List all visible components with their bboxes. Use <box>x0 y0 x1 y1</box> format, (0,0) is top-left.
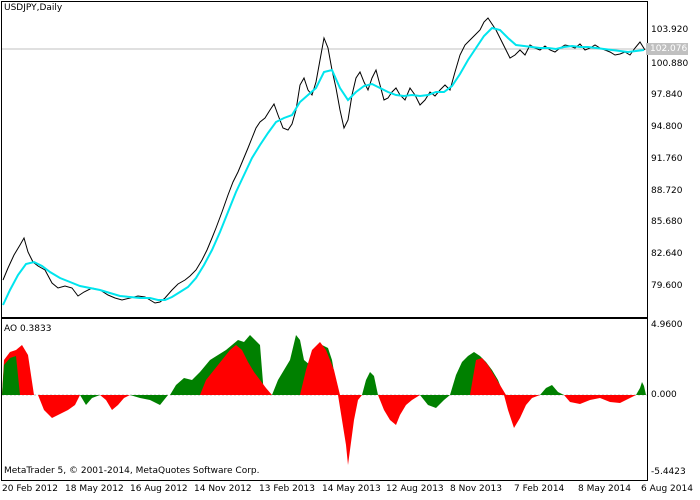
current-price-tag: 102.076 <box>646 43 688 55</box>
y-tick: 103.920 <box>651 25 689 35</box>
ao-bars-red-8 <box>470 358 506 395</box>
symbol-title: USDJPY,Daily <box>4 3 63 13</box>
ao-y-tick: 0.000 <box>651 390 677 400</box>
ao-bars-green-9 <box>540 385 564 395</box>
price-series <box>2 17 646 304</box>
ao-bars-red-10 <box>564 395 636 404</box>
ao-bars-green-6 <box>362 372 378 395</box>
ao-bars-green-2 <box>80 395 100 405</box>
ao-bars-green-7 <box>420 395 450 408</box>
x-tick: 14 May 2013 <box>322 484 381 494</box>
y-tick: 79.600 <box>651 281 683 291</box>
x-tick: 13 Feb 2013 <box>259 484 316 494</box>
x-tick: 18 May 2012 <box>65 484 124 494</box>
ao-bars-red-5 <box>300 342 340 395</box>
ao-bars-red-4 <box>200 345 272 395</box>
x-tick: 6 Aug 2014 <box>641 484 693 494</box>
y-tick: 100.880 <box>651 59 689 69</box>
ao-bars-red-9 <box>504 395 540 428</box>
ao-bars-green-10 <box>636 382 646 395</box>
x-tick: 8 Nov 2013 <box>450 484 502 494</box>
ao-bars-green-3 <box>130 395 168 405</box>
ao-bars-red-3 <box>100 395 130 410</box>
ao-bars-red-2 <box>38 395 80 418</box>
ma-series <box>2 26 645 306</box>
y-tick: 82.640 <box>651 249 683 259</box>
ao-y-tick: 4.9600 <box>651 320 683 330</box>
x-tick: 7 Feb 2014 <box>514 484 565 494</box>
ao-indicator-title: AO 0.3833 <box>4 324 52 334</box>
y-tick: 85.680 <box>651 217 683 227</box>
ao-bars-red-7 <box>378 395 420 425</box>
x-tick: 12 Aug 2013 <box>386 484 444 494</box>
x-tick: 16 Aug 2012 <box>130 484 188 494</box>
ao-bars-green-1 <box>2 356 20 395</box>
y-tick: 91.760 <box>651 154 683 164</box>
y-tick: 97.840 <box>651 90 683 100</box>
y-tick: 94.800 <box>651 122 683 132</box>
x-tick: 20 Feb 2012 <box>2 484 59 494</box>
copyright-text: MetaTrader 5, © 2001-2014, MetaQuotes So… <box>4 466 260 476</box>
ao-y-tick: -5.4423 <box>651 467 686 477</box>
ao-bars-red-6 <box>338 395 362 465</box>
price-pane[interactable] <box>1 1 648 318</box>
x-tick: 8 May 2014 <box>578 484 631 494</box>
x-tick: 14 Nov 2012 <box>194 484 252 494</box>
y-tick: 88.720 <box>651 186 683 196</box>
